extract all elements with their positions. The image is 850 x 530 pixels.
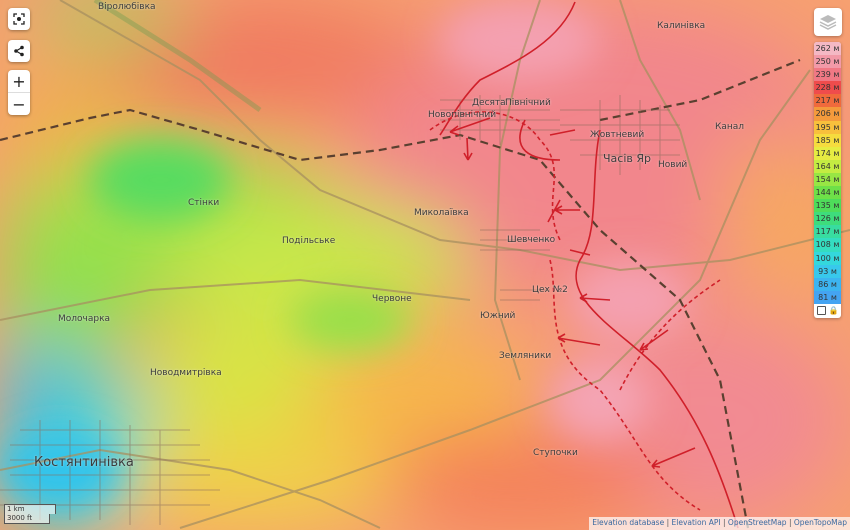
- attr-otm-link[interactable]: OpenTopoMap: [793, 518, 847, 527]
- fullscreen-button[interactable]: [8, 8, 30, 30]
- place-label: Подільське: [282, 236, 336, 246]
- legend-entry: 206 м: [814, 107, 841, 121]
- legend-entry: 154 м: [814, 172, 841, 187]
- place-label: Миколаївка: [414, 208, 469, 218]
- front-lines: [429, 1, 739, 529]
- legend-entry: 217 м: [814, 94, 841, 108]
- place-label: Земляники: [499, 351, 552, 361]
- attr-osm-link[interactable]: OpenStreetMap: [727, 518, 787, 527]
- fullscreen-icon[interactable]: [8, 8, 30, 30]
- place-label: Стінки: [188, 198, 220, 208]
- attr-elevation-api-link[interactable]: Elevation API: [671, 518, 721, 527]
- scale-bar: 1 km 3000 ft: [4, 504, 56, 524]
- layers-button[interactable]: [814, 8, 842, 36]
- place-label: Канал: [715, 122, 745, 132]
- zoom-control: + −: [8, 70, 30, 115]
- layers-icon: [819, 15, 837, 30]
- elevation-legend: 262 м 250 м 239 м 228 м 217 м 206 м 195 м 185 м…: [814, 42, 841, 318]
- zoom-out-button[interactable]: −: [12, 94, 26, 114]
- legend-entry: 126 м: [814, 212, 841, 226]
- legend-entry: 195 м: [814, 120, 841, 134]
- legend-entry: 164 м: [814, 159, 841, 173]
- railway: [0, 58, 801, 529]
- legend-checkbox[interactable]: [816, 306, 826, 316]
- place-label: Північний: [505, 98, 551, 108]
- attack-arrows: [449, 117, 696, 468]
- place-label: Часів Яр: [603, 152, 651, 165]
- legend-entry: 135 м: [814, 199, 841, 213]
- separator: |: [666, 518, 670, 527]
- attr-elevation-db-link[interactable]: Elevation database: [592, 518, 665, 527]
- place-label: Костянтинівка: [34, 455, 134, 470]
- legend-entry: 86 м: [814, 277, 841, 291]
- place-label: Молочарка: [58, 314, 111, 324]
- separator: |: [788, 518, 792, 527]
- legend-entry: 108 м: [814, 238, 841, 252]
- legend-entry: 144 м: [814, 186, 841, 200]
- urban-grid: [0, 95, 680, 525]
- place-label: Южний: [480, 311, 516, 321]
- place-label: Калинівка: [657, 21, 706, 31]
- place-label: Шевченко: [507, 235, 556, 245]
- legend-entry: 185 м: [814, 133, 841, 147]
- place-label: Новий: [658, 160, 688, 170]
- zoom-in-button[interactable]: +: [8, 70, 30, 93]
- legend-entry: 93 м: [814, 264, 841, 278]
- legend-entry: 117 м: [814, 225, 841, 239]
- legend-entry: 250 м: [814, 55, 841, 69]
- legend-entry: 174 м: [814, 146, 841, 160]
- scale-metric: 1 km: [4, 504, 56, 514]
- place-label: Червоне: [372, 294, 412, 304]
- attribution: Elevation database | Elevation API | Ope…: [589, 517, 850, 530]
- legend-entry: 81 м: [814, 290, 841, 304]
- legend-entry: 100 м: [814, 251, 841, 265]
- place-label: Цех №2: [532, 285, 568, 295]
- lock-icon[interactable]: 🔒: [828, 306, 839, 316]
- scale-imperial: 3000 ft: [4, 514, 50, 524]
- place-label: Новодмитрівка: [150, 368, 222, 378]
- share-button[interactable]: [8, 40, 30, 62]
- place-label: Віролюбівка: [98, 2, 156, 12]
- place-label: Жовтневий: [590, 130, 645, 140]
- legend-entry: 228 м: [814, 81, 841, 95]
- place-label: Ступочки: [533, 448, 578, 458]
- share-icon[interactable]: [8, 40, 30, 62]
- legend-entry: 239 м: [814, 68, 841, 82]
- place-label: Десята: [472, 98, 506, 108]
- place-label: Новопівнічний: [428, 110, 497, 120]
- separator: |: [723, 518, 726, 527]
- legend-entry: 262 м: [814, 42, 841, 56]
